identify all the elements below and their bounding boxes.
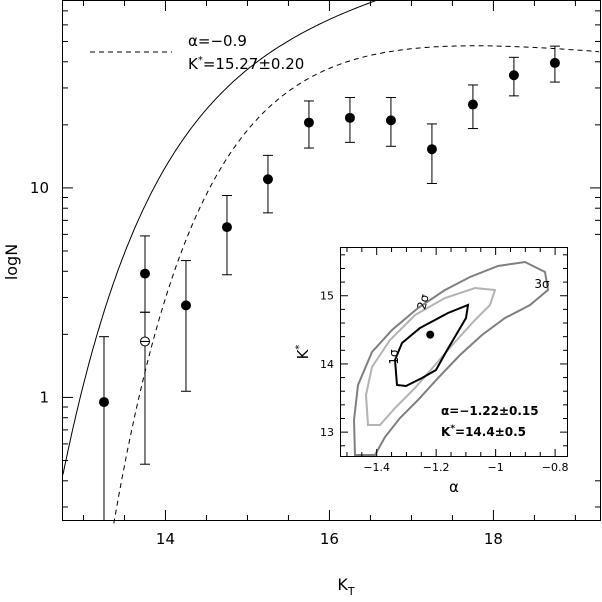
inset-contours: 1σ 2σ 3σ xyxy=(352,260,550,456)
y-tick-label: 10 xyxy=(30,179,49,197)
data-point xyxy=(467,99,478,110)
inset-frame xyxy=(340,247,568,457)
legend-alpha-prefix: α= xyxy=(188,32,210,50)
data-point xyxy=(303,117,314,128)
main-plot-frame xyxy=(62,0,601,521)
contour-3sigma xyxy=(352,260,550,456)
contour-2sigma xyxy=(364,286,497,426)
inset-result-kstar: K*=14.4±0.5 xyxy=(441,424,526,439)
inset-result-kstar-prefix: K xyxy=(441,425,451,439)
x-tick-label: 18 xyxy=(484,530,503,548)
inset-y-label: K* xyxy=(294,345,312,360)
contour-label: 3σ xyxy=(534,277,550,291)
contour-label: 1σ xyxy=(387,349,401,365)
inset-result-alpha: α=−1.22±0.15 xyxy=(441,404,539,418)
x-axis-label: KT xyxy=(337,575,355,598)
y-axis-label: logN xyxy=(2,244,21,280)
inset-result-kstar-value: =14.4±0.5 xyxy=(455,425,526,439)
y-tick-label: 1 xyxy=(39,388,49,406)
data-point xyxy=(139,268,150,279)
x-axis-label-sub: T xyxy=(347,585,355,598)
data-point xyxy=(98,397,109,408)
legend-kstar-prefix: K xyxy=(188,55,199,73)
main-ticks: 14 16 18 1 10 xyxy=(30,1,600,548)
inset-ticks: −1.4 −1.2 −1 −0.8 13 14 15 xyxy=(320,248,568,474)
legend-kstar: K*=15.27±0.20 xyxy=(188,55,304,73)
inset-y-tick-label: 15 xyxy=(320,290,334,303)
data-point xyxy=(344,112,355,123)
inset-x-tick-label: −1.2 xyxy=(423,461,450,474)
inset-result-kstar-sup: * xyxy=(450,424,455,434)
inset-x-tick-label: −1 xyxy=(488,461,504,474)
inset-x-label: α xyxy=(449,478,459,496)
contour-label: 2σ xyxy=(414,292,432,311)
solid-fit-curve xyxy=(62,0,379,475)
legend-alpha: α=−0.9 xyxy=(188,32,247,50)
inset-x-tick-label: −0.8 xyxy=(542,461,569,474)
x-axis-label-main: K xyxy=(337,575,348,594)
inset-y-tick-label: 13 xyxy=(320,426,334,439)
inset-y-tick-label: 14 xyxy=(320,358,334,371)
x-tick-label: 16 xyxy=(320,530,339,548)
data-point xyxy=(262,174,273,185)
dashed-fit-curve xyxy=(113,45,600,524)
inset-y-label-main: K xyxy=(294,348,312,359)
data-point xyxy=(508,70,519,81)
x-tick-label: 14 xyxy=(156,530,175,548)
legend-alpha-value: −0.9 xyxy=(210,32,246,50)
main-curves xyxy=(62,0,600,524)
data-point xyxy=(385,115,396,126)
data-point xyxy=(180,300,191,311)
main-points xyxy=(98,45,560,520)
legend-kstar-sup: * xyxy=(198,55,203,66)
legend-kstar-value: =15.27±0.20 xyxy=(203,55,304,73)
inset-x-tick-label: −1.4 xyxy=(363,461,390,474)
contour-1sigma xyxy=(393,303,470,388)
inset-y-label-sup: * xyxy=(294,345,305,350)
data-point xyxy=(549,57,560,68)
best-fit-point xyxy=(426,330,435,339)
data-point xyxy=(221,222,232,233)
data-point xyxy=(426,144,437,155)
